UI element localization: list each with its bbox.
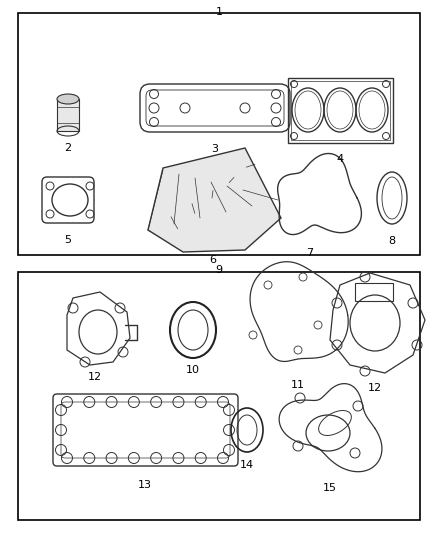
Text: 5: 5 — [64, 235, 71, 245]
Bar — [18, 272, 420, 520]
Text: 10: 10 — [186, 365, 200, 375]
Text: 1: 1 — [215, 7, 223, 17]
Bar — [288, 78, 393, 143]
Text: 14: 14 — [240, 460, 254, 470]
Bar — [355, 283, 393, 301]
Polygon shape — [148, 148, 281, 252]
Text: 9: 9 — [215, 265, 223, 275]
Ellipse shape — [57, 94, 79, 104]
Text: 2: 2 — [64, 143, 71, 153]
Text: 13: 13 — [138, 480, 152, 490]
Bar — [57, 99, 79, 131]
Text: 6: 6 — [209, 255, 216, 265]
Bar — [18, 13, 420, 255]
Bar — [291, 81, 390, 140]
Text: 8: 8 — [389, 236, 396, 246]
Polygon shape — [148, 200, 278, 250]
Text: 12: 12 — [88, 372, 102, 382]
Text: 12: 12 — [368, 383, 382, 393]
Text: 4: 4 — [336, 154, 343, 164]
Text: 7: 7 — [307, 248, 314, 258]
Text: 11: 11 — [291, 380, 305, 390]
Text: 3: 3 — [212, 144, 219, 154]
Text: 15: 15 — [323, 483, 337, 493]
